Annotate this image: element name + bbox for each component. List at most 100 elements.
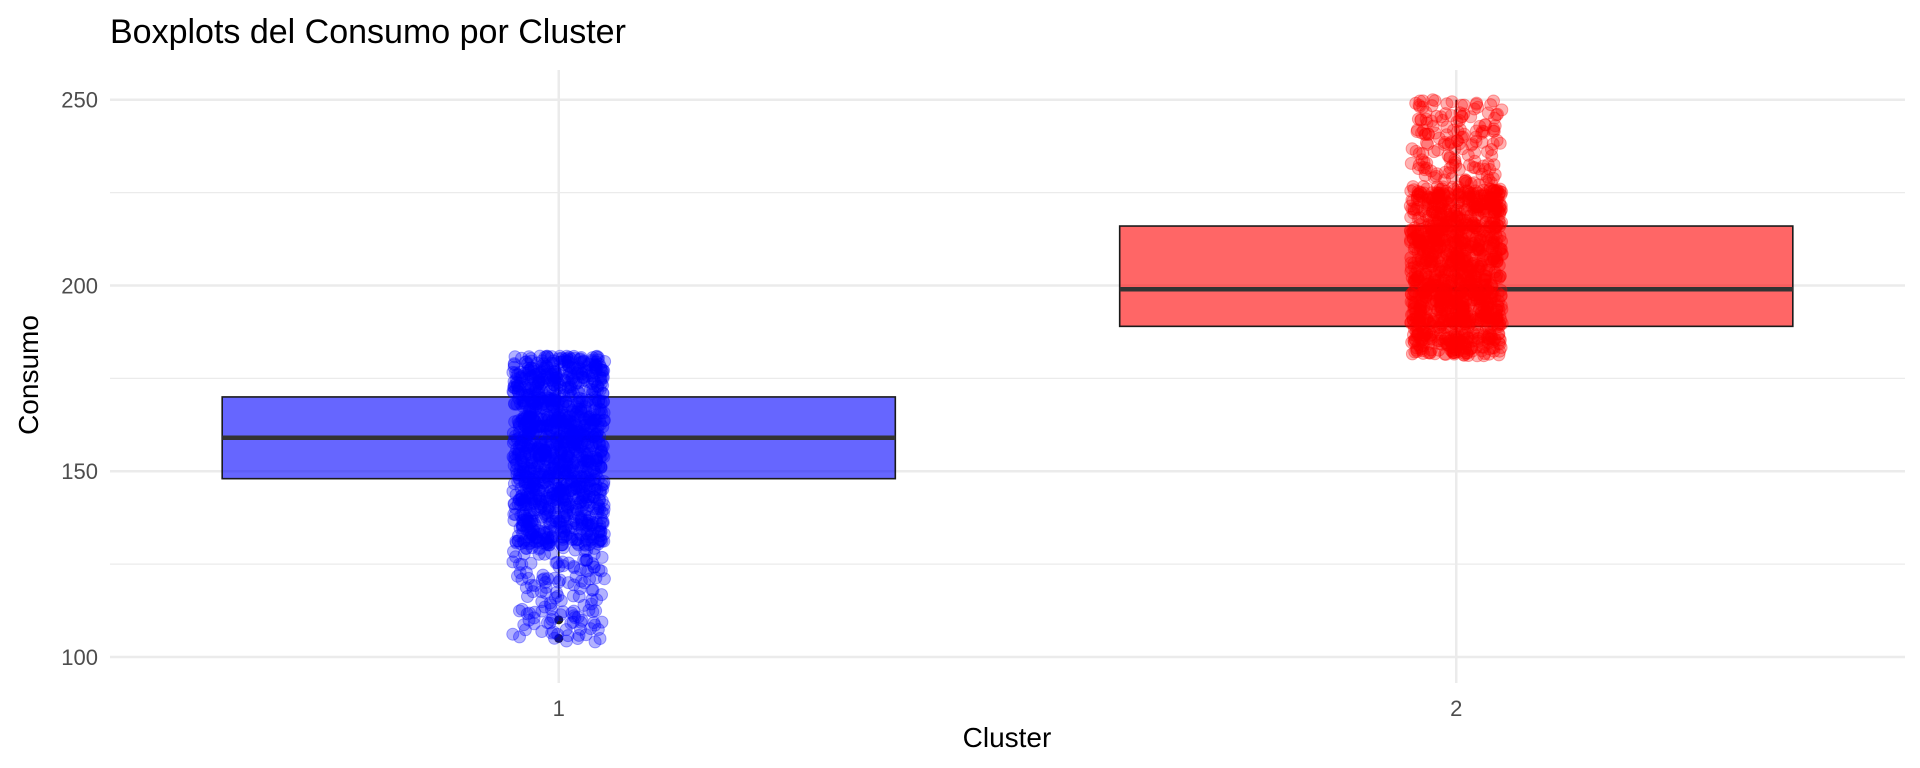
data-point [550,493,564,507]
data-point [559,381,573,395]
data-point [558,430,572,444]
data-point [1477,340,1490,354]
data-point [536,532,550,546]
data-point [524,361,538,375]
data-point [1469,281,1483,295]
data-point [535,573,549,587]
data-point [591,623,605,636]
data-point [554,482,567,496]
data-point [535,412,548,426]
data-point [572,590,586,603]
data-point [587,473,601,487]
data-point [575,522,589,536]
data-point [1411,260,1425,274]
data-point [546,378,560,391]
data-point [561,380,575,394]
data-point [515,468,529,482]
data-point [588,490,602,504]
data-point [522,388,536,402]
data-point [533,374,547,388]
data-point [587,374,601,388]
data-point [512,392,526,405]
data-point [545,461,559,475]
data-point [568,351,582,365]
data-point [566,489,580,503]
data-point [591,351,605,364]
data-point [585,355,599,369]
data-point [547,396,561,410]
data-point [524,424,538,438]
data-point [593,451,607,465]
data-point [1444,214,1458,228]
data-point [586,605,600,619]
data-point [515,489,529,503]
data-point [553,386,567,400]
data-point [565,435,579,449]
data-point [575,367,589,381]
data-point [567,578,581,592]
data-point [531,442,545,455]
data-point [1433,215,1447,229]
data-point [1427,145,1441,159]
data-point [583,409,597,423]
data-point [576,491,590,504]
data-point [574,469,588,483]
data-point [593,487,607,501]
jitter-points [506,349,612,649]
data-point [557,524,571,538]
data-point [564,365,578,378]
data-point [559,364,573,378]
data-point [513,465,527,478]
data-point [1445,337,1459,351]
data-point [540,367,554,381]
data-point [583,478,597,492]
data-point [569,435,583,449]
data-point [508,453,522,467]
data-point [519,420,533,434]
data-point [533,419,547,433]
data-point [554,538,568,552]
data-point [556,605,570,619]
data-point [571,367,585,381]
data-point [524,578,538,592]
data-point [551,471,565,484]
data-point [543,393,557,407]
data-point [525,492,538,506]
data-point [579,454,593,468]
data-point [530,535,544,549]
data-point [568,611,582,624]
data-point [554,444,568,458]
data-point [596,395,610,408]
data-point [548,506,561,520]
data-point [1419,256,1433,270]
data-point [548,393,562,407]
y-axis-title: Consumo [13,315,44,435]
data-point [506,365,520,379]
data-point [547,466,561,480]
boxes-layer [221,93,1794,649]
data-point [569,500,583,514]
data-point [559,395,573,408]
data-point [517,618,531,632]
data-point [523,517,536,531]
data-point [575,514,588,528]
data-point [1407,328,1420,342]
data-point [534,585,548,599]
data-point [1421,127,1435,141]
data-point [535,384,549,398]
data-point [1473,233,1487,247]
data-point [506,450,520,464]
data-point [545,483,558,497]
data-point [535,625,549,638]
data-point [568,443,582,456]
data-point [1413,300,1427,313]
data-point [543,392,557,406]
data-point [541,530,555,544]
data-point [584,363,598,377]
data-point [1442,276,1456,290]
data-point [1487,194,1501,208]
data-point [1485,279,1499,292]
data-point [550,438,564,452]
data-point [580,450,594,464]
data-point [522,524,536,538]
